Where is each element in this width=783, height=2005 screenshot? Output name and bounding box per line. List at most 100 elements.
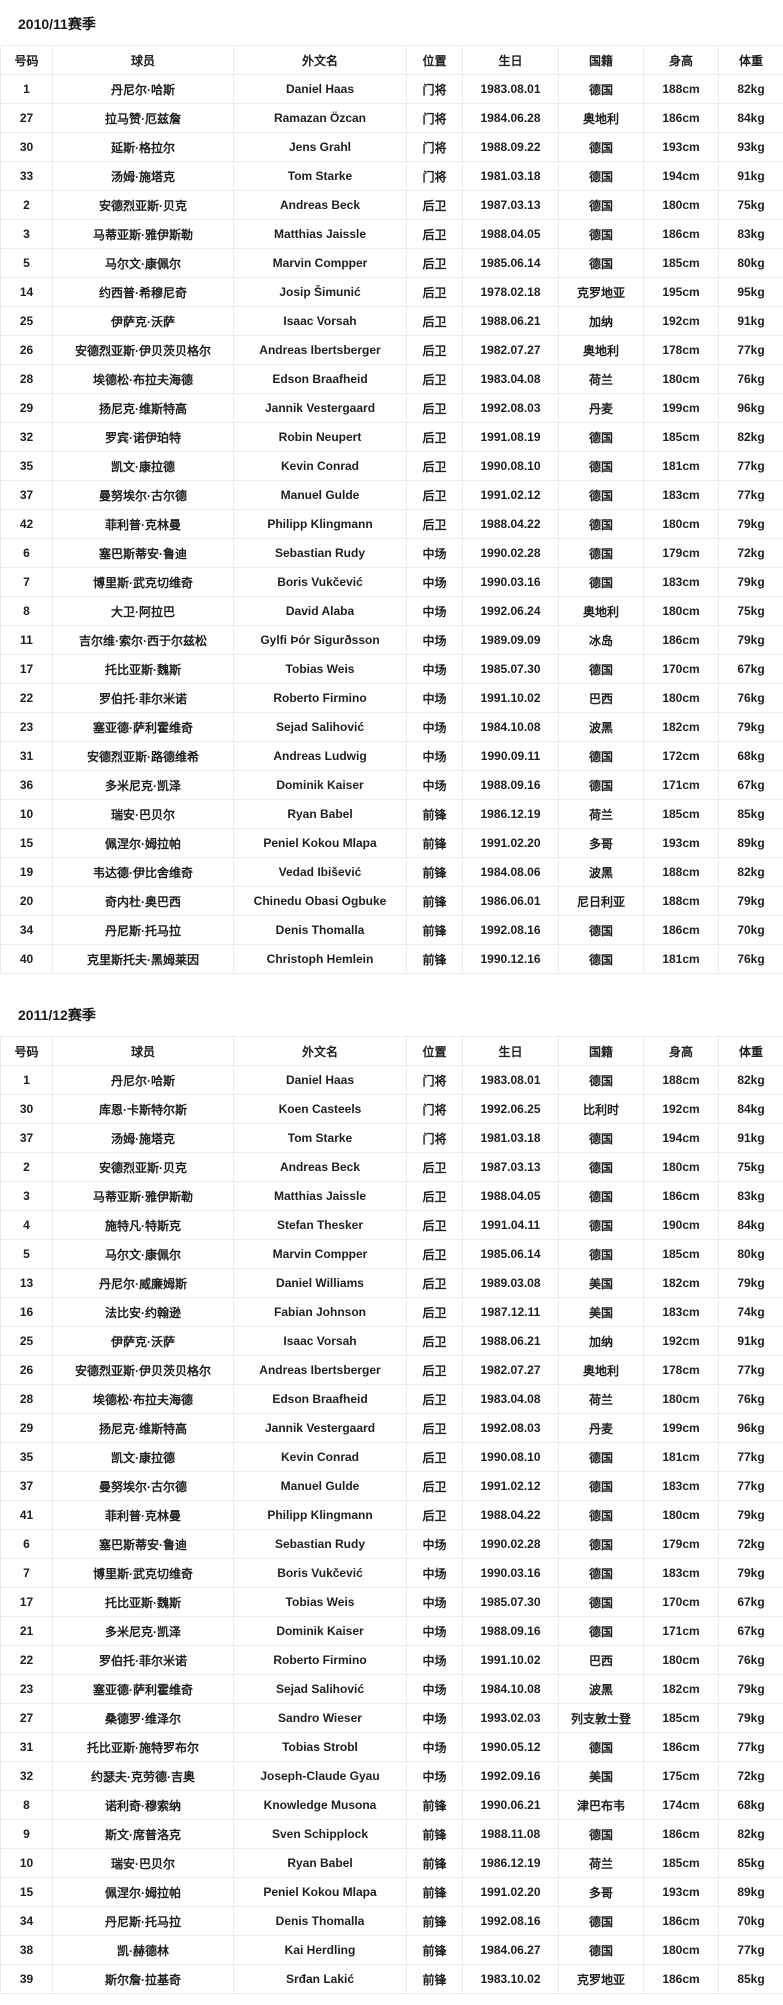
table-cell: 85kg	[718, 1964, 783, 1994]
table-cell: 1988.04.22	[462, 509, 559, 539]
table-row: 3 马蒂亚斯·雅伊斯勒 Matthias Jaissle 后卫 1988.04.05 德国…	[0, 1181, 783, 1211]
table-cell: 1991.02.20	[462, 1877, 559, 1907]
table-cell: 30	[0, 1094, 53, 1124]
table-cell: Manuel Gulde	[233, 480, 407, 510]
table-cell: Sejad Salihović	[233, 1674, 407, 1704]
table-cell: Denis Thomalla	[233, 1906, 407, 1936]
table-cell: 180cm	[643, 1645, 719, 1675]
table-cell: 17	[0, 1587, 53, 1617]
table-cell: 德国	[558, 1210, 644, 1240]
table-cell: 后卫	[406, 335, 463, 365]
table-cell: Sebastian Rudy	[233, 538, 407, 568]
table-row: 28 埃德松·布拉夫海德 Edson Braafheid 后卫 1983.04.08 荷兰…	[0, 364, 783, 394]
table-cell: Sebastian Rudy	[233, 1529, 407, 1559]
table-row: 5 马尔文·康佩尔 Marvin Compper 后卫 1985.06.14 德国 185c…	[0, 248, 783, 278]
table-cell: 38	[0, 1935, 53, 1965]
table-row: 7 博里斯·武克切维奇 Boris Vukčević 中场 1990.03.16 德国 18…	[0, 1558, 783, 1588]
table-cell: 182cm	[643, 712, 719, 742]
table-cell: 20	[0, 886, 53, 916]
table-row: 29 扬尼克·维斯特高 Jannik Vestergaard 后卫 1992.08.03…	[0, 1413, 783, 1443]
table-cell: 德国	[558, 1616, 644, 1646]
table-cell: 23	[0, 1674, 53, 1704]
table-cell: 韦达德·伊比舍维奇	[52, 857, 234, 887]
column-header: 外文名	[233, 1036, 407, 1066]
table-cell: 扬尼克·维斯特高	[52, 1413, 234, 1443]
table-cell: Daniel Haas	[233, 74, 407, 104]
table-cell: 1985.06.14	[462, 248, 559, 278]
table-cell: 36	[0, 770, 53, 800]
table-cell: 17	[0, 654, 53, 684]
table-cell: 奇内杜·奥巴西	[52, 886, 234, 916]
table-cell: 34	[0, 915, 53, 945]
table-cell: 德国	[558, 915, 644, 945]
table-cell: 27	[0, 103, 53, 133]
table-cell: 170cm	[643, 654, 719, 684]
table-cell: 后卫	[406, 1500, 463, 1530]
table-cell: 188cm	[643, 857, 719, 887]
table-row: 5 马尔文·康佩尔 Marvin Compper 后卫 1985.06.14 德国 185c…	[0, 1239, 783, 1269]
table-cell: 1991.02.12	[462, 480, 559, 510]
table-cell: Roberto Firmino	[233, 1645, 407, 1675]
table-cell: 瑞安·巴贝尔	[52, 1848, 234, 1878]
column-header: 位置	[406, 1036, 463, 1066]
season-title-2011-12: 2011/12赛季	[18, 1007, 96, 1023]
table-cell: 后卫	[406, 219, 463, 249]
table-cell: 安德烈亚斯·贝克	[52, 1152, 234, 1182]
table-cell: 76kg	[718, 364, 783, 394]
table-cell: Andreas Ibertsberger	[233, 335, 407, 365]
table-cell: 79kg	[718, 625, 783, 655]
table-cell: 克罗地亚	[558, 1964, 644, 1994]
table-cell: 79kg	[718, 567, 783, 597]
table-row: 22 罗伯托·菲尔米诺 Roberto Firmino 中场 1991.10.02 巴西 1…	[0, 1645, 783, 1675]
table-cell: 172cm	[643, 741, 719, 771]
table-cell: 79kg	[718, 1674, 783, 1704]
table-cell: 德国	[558, 741, 644, 771]
squad-table-2010-11: 号码 球员 外文名 位置 生日 国籍 身高 体重 1 丹尼尔·哈斯 Daniel Haas 门将 198…	[0, 45, 783, 974]
table-cell: 丹尼尔·哈斯	[52, 74, 234, 104]
table-cell: 85kg	[718, 799, 783, 829]
table-cell: 83kg	[718, 219, 783, 249]
table-row: 26 安德烈亚斯·伊贝茨贝格尔 Andreas Ibertsberger 后卫 1982…	[0, 335, 783, 365]
table-cell: Gylfi Þór Sigurðsson	[233, 625, 407, 655]
table-cell: 德国	[558, 1819, 644, 1849]
table-cell: 1990.08.10	[462, 1442, 559, 1472]
table-cell: 门将	[406, 1065, 463, 1095]
table-cell: 中场	[406, 741, 463, 771]
table-cell: Andreas Ludwig	[233, 741, 407, 771]
table-cell: 德国	[558, 1587, 644, 1617]
table-cell: 后卫	[406, 1442, 463, 1472]
table-row: 10 瑞安·巴贝尔 Ryan Babel 前锋 1986.12.19 荷兰 185cm 85k…	[0, 1848, 783, 1878]
table-cell: 33	[0, 161, 53, 191]
table-cell: 丹麦	[558, 393, 644, 423]
table-cell: 中场	[406, 770, 463, 800]
table-cell: Andreas Beck	[233, 190, 407, 220]
table-cell: 76kg	[718, 1645, 783, 1675]
table-cell: 荷兰	[558, 1384, 644, 1414]
table-cell: 192cm	[643, 1326, 719, 1356]
table-cell: 186cm	[643, 1964, 719, 1994]
table-cell: 前锋	[406, 799, 463, 829]
table-cell: 199cm	[643, 1413, 719, 1443]
column-header: 国籍	[558, 45, 644, 75]
table-cell: 门将	[406, 74, 463, 104]
table-cell: 72kg	[718, 1761, 783, 1791]
table-cell: 194cm	[643, 161, 719, 191]
table-row: 23 塞亚德·萨利霍维奇 Sejad Salihović 中场 1984.10.08 波黑…	[0, 1674, 783, 1704]
table-row: 4 施特凡·特斯克 Stefan Thesker 后卫 1991.04.11 德国 190c…	[0, 1210, 783, 1240]
table-cell: 4	[0, 1210, 53, 1240]
table-cell: 1987.12.11	[462, 1297, 559, 1327]
table-cell: 185cm	[643, 248, 719, 278]
table-cell: Tom Starke	[233, 1123, 407, 1153]
table-cell: Kevin Conrad	[233, 1442, 407, 1472]
table-row: 28 埃德松·布拉夫海德 Edson Braafheid 后卫 1983.04.08 荷兰…	[0, 1384, 783, 1414]
table-cell: 中场	[406, 1529, 463, 1559]
table-cell: 3	[0, 1181, 53, 1211]
table-row: 14 约西普·希穆尼奇 Josip Šimunić 后卫 1978.02.18 克罗地亚 1…	[0, 277, 783, 307]
table-cell: 前锋	[406, 1848, 463, 1878]
table-cell: 30	[0, 132, 53, 162]
table-cell: 72kg	[718, 1529, 783, 1559]
table-cell: Tobias Weis	[233, 654, 407, 684]
table-cell: 35	[0, 1442, 53, 1472]
table-cell: 80kg	[718, 1239, 783, 1269]
table-cell: 37	[0, 1123, 53, 1153]
